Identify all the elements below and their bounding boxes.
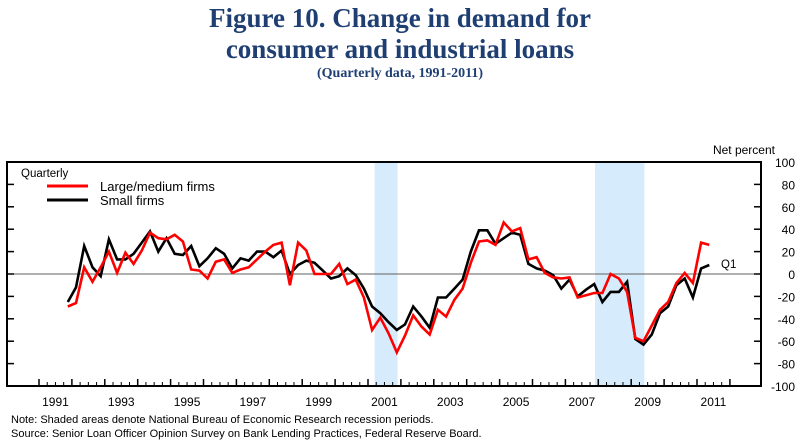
x-tick-label: 1995 bbox=[174, 395, 201, 409]
y-tick-label: -40 bbox=[778, 313, 796, 327]
legend: Large/medium firms Small firms bbox=[47, 179, 215, 208]
y-tick-label: -80 bbox=[778, 358, 796, 372]
x-tick-label: 2001 bbox=[371, 395, 398, 409]
y-tick-label: -100 bbox=[771, 380, 795, 394]
source-text: Source: Senior Loan Officer Opinion Surv… bbox=[11, 428, 482, 440]
note-text: Note: Shaded areas denote National Burea… bbox=[11, 414, 434, 426]
y-tick-label: -60 bbox=[778, 335, 796, 349]
frequency-label: Quarterly bbox=[21, 168, 69, 180]
x-tick-label: 1991 bbox=[42, 395, 69, 409]
series-line-small-firms bbox=[66, 228, 710, 347]
y-tick-label: 0 bbox=[788, 268, 795, 282]
series-line-large-medium-firms bbox=[67, 220, 710, 356]
chart-title-line1: Figure 10. Change in demand for bbox=[208, 3, 592, 33]
y-tick-label: 20 bbox=[782, 246, 796, 260]
x-tick-label: 1999 bbox=[305, 395, 332, 409]
y-tick-label: 80 bbox=[782, 178, 796, 192]
legend-label-large-medium: Large/medium firms bbox=[100, 179, 215, 194]
y-tick-label: 40 bbox=[782, 223, 796, 237]
x-tick-label: 2009 bbox=[634, 395, 661, 409]
x-tick-label: 2011 bbox=[701, 395, 727, 409]
x-tick-label: 2005 bbox=[503, 395, 530, 409]
chart-subtitle: (Quarterly data, 1991-2011) bbox=[316, 66, 484, 81]
x-tick-label: 1993 bbox=[108, 395, 135, 409]
legend-label-small: Small firms bbox=[100, 193, 165, 208]
x-axis-ticks: 1991 1993 1995 1997 1999 2001 2003 2005 2007 2009… bbox=[38, 379, 731, 409]
x-tick-label: 1997 bbox=[239, 395, 266, 409]
x-tick-label: 2007 bbox=[568, 395, 595, 409]
y-tick-label: 60 bbox=[782, 201, 796, 215]
y-axis-label: Net percent bbox=[713, 143, 776, 157]
y-tick-label: -20 bbox=[778, 290, 796, 304]
last-point-label: Q1 bbox=[721, 259, 736, 271]
series-group bbox=[66, 220, 710, 356]
y-axis-ticks: 100 80 60 40 20 0 -20 -40 -60 -80 -100 bbox=[7, 156, 795, 394]
chart-title-line2: consumer and industrial loans bbox=[225, 34, 575, 64]
x-tick-label: 2003 bbox=[437, 395, 464, 409]
y-tick-label: 100 bbox=[775, 156, 795, 170]
